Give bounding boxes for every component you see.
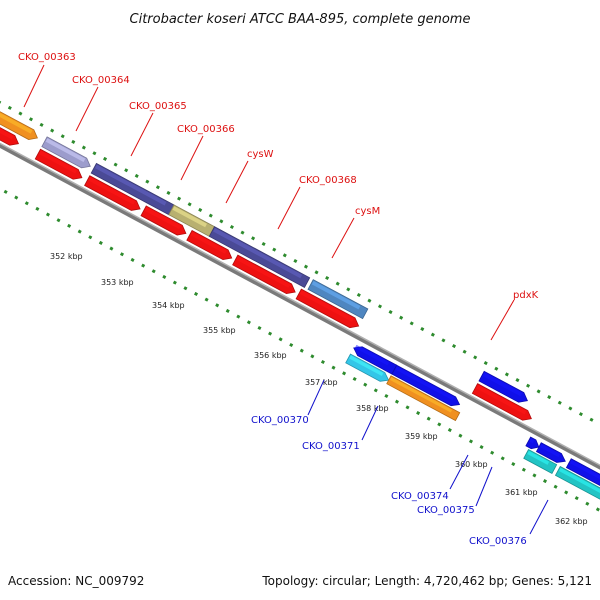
scale-label-352: 352 kbp bbox=[50, 252, 83, 261]
forward-gene-labels: CKO_00370 CKO_00371 CKO_00374 CKO_00375 … bbox=[251, 379, 549, 547]
gene-highlight bbox=[389, 377, 453, 413]
gene-cko-00364-red[interactable] bbox=[34, 148, 84, 182]
gene-label-cko-00370[interactable]: CKO_00370 bbox=[251, 415, 309, 426]
gene-pdxk-blue[interactable] bbox=[478, 370, 530, 405]
gene-highlight bbox=[354, 344, 390, 366]
scale-label-362: 362 kbp bbox=[555, 517, 588, 526]
gene-highlight bbox=[190, 231, 227, 254]
gene-cysw-slate[interactable] bbox=[208, 226, 311, 288]
gene-label-cko-00363[interactable]: CKO_00363 bbox=[18, 52, 76, 63]
topology-text: Topology: circular; Length: 4,720,462 bp… bbox=[261, 574, 592, 588]
gene-cysw-red[interactable] bbox=[186, 229, 235, 263]
leader-line bbox=[331, 217, 355, 259]
leader-line bbox=[130, 112, 154, 157]
scale-label-354: 354 kbp bbox=[152, 301, 185, 310]
gene-highlight bbox=[94, 164, 167, 206]
scale-label-355: 355 kbp bbox=[203, 326, 236, 335]
gene-cko-00368-steel[interactable] bbox=[307, 279, 369, 320]
gene-highlight bbox=[558, 467, 600, 520]
feature-track bbox=[0, 100, 600, 529]
gene-cko-00371-orange[interactable] bbox=[386, 375, 461, 422]
gene-cko-00373-blue[interactable] bbox=[525, 436, 541, 451]
gene-label-cko-00374[interactable]: CKO_00374 bbox=[391, 491, 449, 502]
scale-label-359: 359 kbp bbox=[405, 432, 438, 441]
gene-highlight bbox=[0, 117, 14, 140]
gene-highlight bbox=[144, 207, 181, 230]
gene-label-cko-00375[interactable]: CKO_00375 bbox=[417, 505, 475, 516]
gene-highlight bbox=[311, 280, 361, 310]
gene-highlight bbox=[0, 105, 33, 134]
leader-line bbox=[490, 299, 515, 341]
leader-line bbox=[225, 160, 249, 204]
gene-highlight bbox=[88, 177, 136, 205]
map-title: Citrobacter koseri ATCC BAA-895, complet… bbox=[130, 12, 471, 27]
gene-highlight bbox=[349, 355, 384, 376]
accession-text: Accession: NC_009792 bbox=[8, 574, 144, 588]
gene-cko-00374-blue[interactable] bbox=[535, 442, 567, 466]
leader-line bbox=[277, 186, 301, 230]
gene-highlight bbox=[395, 366, 455, 401]
gene-highlight bbox=[539, 444, 561, 458]
leader-line bbox=[75, 86, 99, 132]
gene-cko-00364-gray[interactable] bbox=[41, 136, 93, 171]
gene-highlight bbox=[529, 438, 535, 444]
leader-line bbox=[449, 454, 469, 490]
gene-label-cko-00365[interactable]: CKO_00365 bbox=[129, 101, 187, 112]
feature-frame bbox=[0, 103, 600, 529]
gene-cko-00375-teal[interactable] bbox=[523, 448, 558, 474]
gene-label-cko-00371[interactable]: CKO_00371 bbox=[302, 441, 360, 452]
reverse-gene-labels: CKO_00363 CKO_00364 CKO_00365 CKO_00366 … bbox=[18, 52, 539, 341]
scale-label-360: 360 kbp bbox=[455, 460, 488, 469]
gene-highlight bbox=[569, 460, 600, 510]
gene-body bbox=[0, 115, 20, 146]
genome-backbone bbox=[0, 123, 600, 496]
gene-cko-00366-red[interactable] bbox=[140, 205, 189, 238]
scale-label-356: 356 kbp bbox=[254, 351, 287, 360]
gene-label-cko-00366[interactable]: CKO_00366 bbox=[177, 124, 235, 135]
scale-label-353: 353 kbp bbox=[101, 278, 134, 287]
gene-highlight bbox=[482, 372, 523, 397]
scale-label-358: 358 kbp bbox=[356, 404, 389, 413]
gene-highlight bbox=[299, 290, 354, 322]
gene-cko-00370-cyan[interactable] bbox=[345, 353, 391, 385]
gene-cko-00376-teal[interactable] bbox=[554, 465, 600, 529]
leader-line bbox=[307, 379, 325, 416]
gene-features bbox=[0, 103, 600, 529]
leader-line bbox=[23, 64, 45, 108]
gene-label-cko-00368[interactable]: CKO_00368 bbox=[299, 175, 357, 186]
leader-line bbox=[361, 405, 379, 441]
gene-highlight bbox=[476, 384, 527, 415]
gene-highlight bbox=[213, 228, 303, 279]
gene-label-cko-00364[interactable]: CKO_00364 bbox=[72, 75, 130, 86]
gene-label-cyswv[interactable]: cysW bbox=[247, 149, 274, 160]
genome-backbone-highlight bbox=[0, 123, 600, 494]
gene-highlight bbox=[45, 138, 86, 162]
gene-highlight bbox=[172, 206, 207, 228]
gene-cko-00376-blue[interactable] bbox=[565, 458, 600, 518]
scale-labels: 352 kbp 353 kbp 354 kbp 355 kbp 356 kbp … bbox=[50, 252, 588, 526]
gene-label-pdxk[interactable]: pdxK bbox=[513, 290, 539, 301]
gene-cko-00369-blue[interactable] bbox=[351, 343, 398, 375]
gene-label-cko-00376[interactable]: CKO_00376 bbox=[469, 536, 527, 547]
gene-highlight bbox=[236, 256, 291, 288]
leader-line bbox=[529, 499, 549, 535]
gc-skew-lower bbox=[0, 167, 600, 529]
gene-highlight bbox=[527, 450, 550, 465]
scale-label-357: 357 kbp bbox=[305, 378, 338, 387]
leader-line bbox=[180, 135, 204, 181]
gene-cko-00368-red[interactable] bbox=[232, 254, 298, 297]
scale-label-361: 361 kbp bbox=[505, 488, 538, 497]
leader-line bbox=[475, 466, 493, 507]
gene-cko-00363-red[interactable] bbox=[0, 115, 21, 148]
gene-label-cysm[interactable]: cysM bbox=[355, 206, 380, 217]
gene-cko-00365-red[interactable] bbox=[84, 175, 143, 214]
gene-highlight bbox=[39, 150, 77, 174]
gene-cysm-red[interactable] bbox=[295, 288, 361, 331]
gene-cko-00363-orange[interactable] bbox=[0, 103, 40, 143]
gene-pdxk-red[interactable] bbox=[471, 383, 534, 424]
gene-cko-00372-blue[interactable] bbox=[391, 364, 462, 409]
